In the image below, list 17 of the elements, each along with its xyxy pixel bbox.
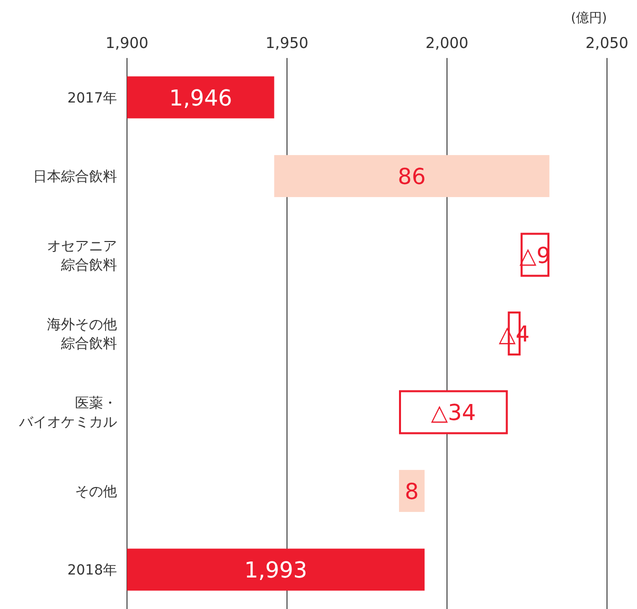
x-tick-label: 1,950 (266, 34, 308, 52)
data-label: 8 (404, 480, 419, 505)
x-tick-label: 2,050 (586, 34, 628, 52)
data-label: 1,993 (244, 558, 308, 584)
y-tick-label: 2018年 (67, 562, 117, 579)
y-tick-label: 日本綜合飲料 (33, 169, 117, 186)
y-tick-label: オセアニア綜合飲料 (47, 238, 117, 274)
data-label: 86 (398, 165, 426, 190)
data-label: △34 (430, 401, 476, 426)
x-tick-label: 1,900 (106, 34, 148, 52)
y-tick-label: その他 (75, 484, 117, 500)
data-label: 1,946 (169, 86, 232, 112)
y-tick-label: 2017年 (67, 90, 117, 106)
y-tick-label: 医薬・バイオケミカル (18, 396, 117, 431)
y-tick-label: 海外その他綜合飲料 (47, 317, 117, 352)
x-tick-label: 2,000 (426, 34, 468, 52)
x-axis-title: (億円) (570, 11, 607, 26)
